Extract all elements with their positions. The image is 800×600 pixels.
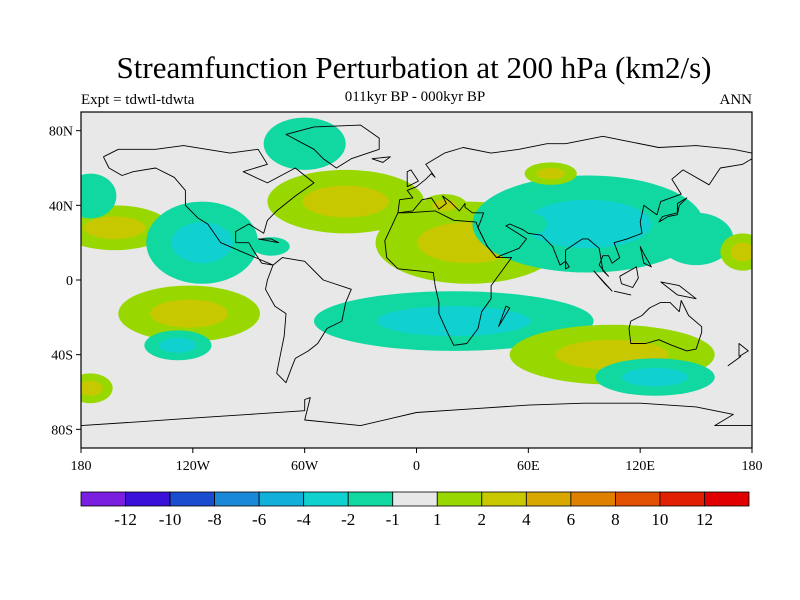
colorbar-swatch [436,491,483,507]
colorbar-label: 10 [651,510,668,529]
y-tick-label: 40S [51,349,73,364]
anomaly-core-9 [150,299,229,328]
x-tick-label: 60W [291,459,319,474]
colorbar-swatch [704,491,750,507]
anomaly-core-5 [730,242,752,262]
colorbar-swatch [392,491,438,507]
coastline-5 [628,300,703,352]
colorbar-label: -2 [341,510,355,529]
anomaly-core-16 [536,168,566,180]
colorbar: -12 -10 -8 -6 -4 -2 -1 1 2 4 6 8 10 12 [80,491,750,529]
anomaly-core-8 [171,222,233,264]
anomaly-region-17 [509,212,547,236]
coastline-0 [102,145,315,266]
coastline-9 [619,266,639,288]
colorbar-label: -4 [297,510,312,529]
anomaly-core-3 [524,199,652,249]
season-label: ANN [719,92,753,108]
coastline-14 [498,305,511,327]
x-tick-label: 60E [517,459,540,474]
coastline-1 [285,124,380,169]
colorbar-label: 4 [522,510,531,529]
anomaly-region-0 [263,117,346,170]
colorbar-swatch [615,491,661,507]
x-tick-label: 180 [71,459,92,474]
y-tick-label: 40N [49,199,73,214]
coastline-17 [258,238,280,244]
colorbar-swatch [525,491,572,507]
coastline-19 [565,261,570,270]
coastline-16 [727,356,742,367]
colorbar-swatch [258,491,305,507]
colorbar-swatch [481,491,527,507]
anomaly-region-7 [81,173,117,219]
x-tick-label: 120E [625,459,655,474]
coastline-12 [406,169,419,188]
colorbar-label: 2 [478,510,487,529]
anomaly-core-6 [83,216,146,239]
colorbar-label: 8 [611,510,620,529]
experiment-label: Expt = tdwtl-tdwta [81,92,195,108]
colorbar-label: 6 [567,510,576,529]
colorbar-label: 1 [433,510,442,529]
coastline-2 [265,257,352,384]
anomaly-region-4 [658,212,734,266]
coastline-3 [384,210,513,346]
colorbar-label: -8 [208,510,222,529]
colorbar-swatch [169,491,215,507]
colorbar-swatch [125,491,171,507]
coastline-15 [738,343,749,357]
colorbar-swatch [659,491,705,507]
chart-subtitle: 011kyr BP - 000kyr BP [344,89,486,105]
anomaly-core-14 [81,380,103,396]
coastline-4 [397,135,752,277]
colorbar-label: -12 [114,510,137,529]
anomaly-region-18 [252,237,290,256]
x-tick-label: 120W [176,459,211,474]
colorbar-label: -10 [159,510,182,529]
colorbar-label: 12 [696,510,713,529]
coastline-10 [660,281,697,300]
colorbar-swatch [214,491,260,507]
coastline-11 [658,197,688,223]
anomaly-core-10 [376,306,531,337]
coastline-8 [614,290,632,296]
colorbar-swatch [303,491,349,507]
coastline-13 [371,156,391,163]
colorbar-label: -1 [386,510,400,529]
anomaly-layer [81,117,752,404]
chart-title: Streamfunction Perturbation at 200 hPa (… [116,50,712,85]
anomaly-core-1 [302,185,389,218]
axis-layer: 180 120W 60W 0 60E 120E 180 80N 40N 0 40S 80S [49,125,763,474]
y-tick-label: 80S [51,423,73,438]
colorbar-swatch [347,491,394,507]
coastline-7 [593,270,613,292]
colorbar-swatch [570,491,616,507]
coastline-18 [639,246,652,268]
x-tick-label: 0 [413,459,420,474]
coastline-6 [81,397,752,427]
colorbar-swatch [80,491,126,507]
anomaly-core-13 [159,337,197,353]
y-tick-label: 80N [49,125,73,140]
colorbar-label: -6 [252,510,266,529]
anomaly-core-12 [622,367,688,387]
y-tick-label: 0 [66,274,73,289]
coastline-layer [81,124,752,427]
x-tick-label: 180 [742,459,763,474]
